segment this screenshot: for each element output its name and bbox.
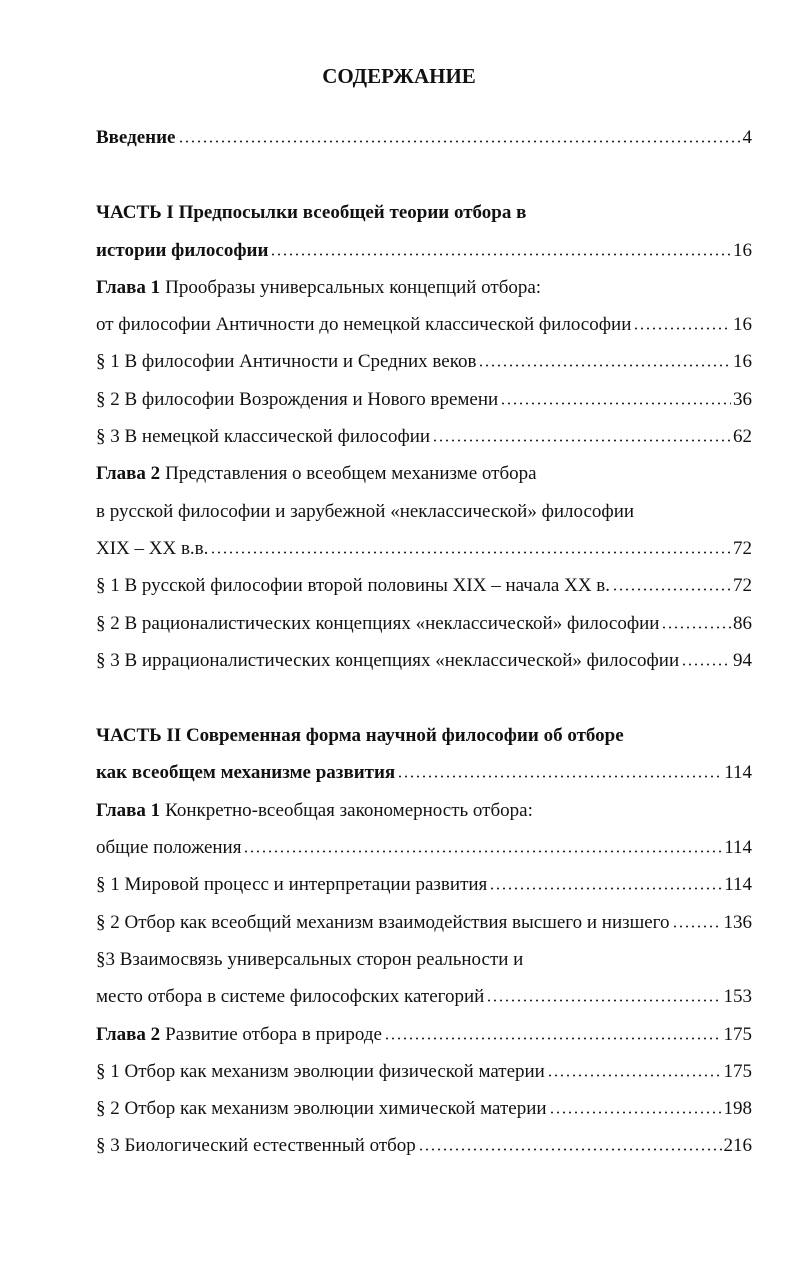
toc-entry: § 3 Биологический естественный отбор 216: [96, 1127, 752, 1164]
dot-leader: [612, 588, 731, 592]
dot-leader: [548, 1111, 722, 1115]
toc-entry: § 1 Отбор как механизм эволюции физическ…: [96, 1053, 752, 1090]
toc-entry: Глава 1 Конкретно-всеобщая закономерность…: [96, 792, 752, 829]
dot-leader: [243, 850, 723, 854]
entry-bold: ЧАСТЬ II Современная форма научной филос…: [96, 725, 624, 747]
toc-entry: Глава 1 Прообразы универсальных концепций…: [96, 269, 752, 306]
toc-entry: Глава 2 Развитие отбора в природе 175: [96, 1016, 752, 1053]
page-number: 4: [742, 127, 753, 148]
dot-leader: [661, 625, 731, 629]
entry-text: § 1 В русской философии второй половины …: [96, 575, 611, 597]
dot-leader: [270, 252, 731, 256]
dot-leader: [546, 1073, 722, 1077]
entry-text: § 2 Отбор как механизм эволюции химическ…: [96, 1098, 547, 1120]
toc-entry: § 2 В рационалистических концепциях «нек…: [96, 605, 752, 642]
page-number: 62: [733, 426, 752, 448]
entry-text: Конкретно-всеобщая закономерность отбора…: [165, 799, 533, 821]
dot-leader: [383, 1036, 722, 1040]
page-number: 175: [723, 1023, 753, 1045]
page-number: 72: [733, 575, 752, 597]
entry-text: Прообразы универсальных концепций отбора…: [165, 276, 542, 298]
entry-text: § 3 Биологический естественный отбор: [96, 1135, 416, 1157]
entry-bold: Глава 1: [96, 276, 161, 298]
page-number: 114: [724, 762, 752, 784]
dot-leader: [432, 439, 731, 443]
toc-entry: §3 Взаимосвязь универсальных сторон реал…: [96, 941, 752, 978]
toc-entry: § 3 В иррационалистических концепциях «н…: [96, 642, 752, 679]
entry-text: § 1 Отбор как механизм эволюции физическ…: [96, 1060, 545, 1082]
toc-entry: истории философии 16: [96, 232, 752, 269]
entry-text: общие положения: [96, 837, 242, 859]
entry-bold: Глава 1: [96, 799, 161, 821]
entry-text: место отбора в системе философских катег…: [96, 986, 485, 1008]
dot-leader: [177, 140, 741, 143]
toc-entry: § 2 Отбор как всеобщий механизм взаимоде…: [96, 904, 752, 941]
toc-entry: место отбора в системе философских катег…: [96, 978, 752, 1015]
dot-leader: [500, 401, 731, 405]
page-number: 72: [733, 537, 752, 559]
page-number: 16: [733, 239, 752, 261]
entry-bold: как всеобщем механизме развития: [96, 762, 396, 784]
page-number: 153: [723, 986, 753, 1008]
toc-entry: § 1 Мировой процесс и интерпретации разв…: [96, 866, 752, 903]
toc-entry: § 1 В русской философии второй половины …: [96, 567, 752, 604]
page-number: 114: [724, 874, 752, 896]
dot-leader: [489, 887, 723, 891]
toc-entry: ЧАСТЬ II Современная форма научной филос…: [96, 717, 752, 754]
dot-leader: [486, 999, 722, 1003]
page-number: 216: [723, 1135, 753, 1157]
entry-text: в русской философии и зарубежной «неклас…: [96, 500, 635, 522]
entry-bold: Введение: [96, 127, 176, 148]
page-number: 94: [733, 649, 752, 671]
entry-text: § 3 В немецкой классической философии: [96, 426, 431, 448]
dot-leader: [210, 550, 731, 554]
toc-entry: XIX – XX в.в. 72: [96, 530, 752, 567]
entry-text: Представления о всеобщем механизме отбор…: [165, 463, 537, 485]
dot-leader: [633, 327, 731, 331]
page-number: 36: [733, 388, 752, 410]
entry-text: § 2 В философии Возрождения и Нового вре…: [96, 388, 499, 410]
entry-text: § 3 В иррационалистических концепциях «н…: [96, 649, 680, 671]
page-number: 16: [733, 351, 752, 373]
entry-text: § 1 В философии Античности и Средних век…: [96, 351, 477, 373]
dot-leader: [478, 364, 731, 368]
toc-entry: как всеобщем механизме развития 114: [96, 754, 752, 791]
dot-leader: [671, 924, 722, 928]
page-number: 114: [724, 837, 752, 859]
toc-entry: § 3 В немецкой классической философии 62: [96, 418, 752, 455]
entry-bold: истории философии: [96, 239, 269, 261]
toc-entry: Введение 4: [96, 119, 752, 156]
page-number: 86: [733, 612, 752, 634]
toc-entry: Глава 2 Представления о всеобщем механизм…: [96, 455, 752, 492]
entry-text: § 1 Мировой процесс и интерпретации разв…: [96, 874, 488, 896]
entry-text: от философии Античности до немецкой клас…: [96, 314, 632, 336]
entry-bold: Глава 2: [96, 463, 161, 485]
toc-entry: § 2 В философии Возрождения и Нового вре…: [96, 381, 752, 418]
dot-leader: [417, 1148, 722, 1152]
page-number: 198: [723, 1098, 753, 1120]
toc-entry: в русской философии и зарубежной «неклас…: [96, 493, 752, 530]
page-number: 136: [723, 911, 753, 933]
dot-leader: [397, 775, 723, 779]
page-number: 16: [733, 314, 752, 336]
entry-text: Развитие отбора в природе: [165, 1023, 382, 1045]
entry-text: XIX – XX в.в.: [96, 537, 209, 559]
toc-title: СОДЕРЖАНИЕ: [322, 64, 476, 88]
entry-text: §3 Взаимосвязь универсальных сторон реал…: [96, 948, 524, 970]
toc-entry: ЧАСТЬ I Предпосылки всеобщей теории отбо…: [96, 194, 752, 231]
entry-bold: Глава 2: [96, 1023, 161, 1045]
toc-entry: от философии Античности до немецкой клас…: [96, 306, 752, 343]
entry-text: § 2 Отбор как всеобщий механизм взаимоде…: [96, 911, 670, 933]
toc-entry: § 1 В философии Античности и Средних век…: [96, 343, 752, 380]
toc-entry: § 2 Отбор как механизм эволюции химическ…: [96, 1090, 752, 1127]
page-number: 175: [723, 1060, 753, 1082]
entry-bold: ЧАСТЬ I Предпосылки всеобщей теории отбо…: [96, 202, 527, 224]
toc: Введение 4 ЧАСТЬ I Предпосылки всеобщей те…: [96, 119, 752, 1165]
toc-entry: общие положения 114: [96, 829, 752, 866]
dot-leader: [681, 662, 731, 666]
entry-text: § 2 В рационалистических концепциях «нек…: [96, 612, 660, 634]
